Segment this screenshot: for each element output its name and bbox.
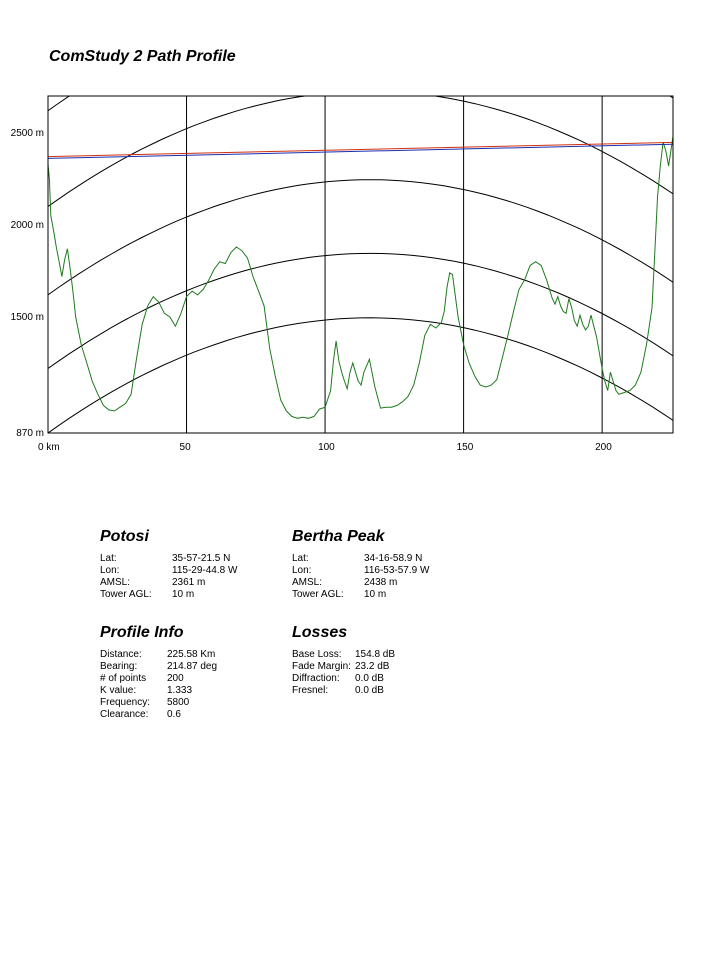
info-value: 0.6 [167, 709, 181, 720]
losses-table: Base Loss: 154.8 dB Fade Margin: 23.2 dB D… [292, 649, 472, 697]
info-label: Bearing: [100, 661, 138, 672]
y-tick-label: 1500 m [11, 312, 44, 323]
site-b-title: Bertha Peak [292, 528, 385, 545]
info-value: 10 m [364, 589, 387, 600]
info-label: # of points [100, 673, 147, 684]
page-title: ComStudy 2 Path Profile [49, 48, 236, 65]
info-value: 116-53-57.9 W [364, 565, 430, 576]
info-label: Distance: [100, 649, 142, 660]
info-label: Diffraction: [292, 673, 340, 684]
info-value: 35-57-21.5 N [172, 553, 231, 564]
info-label: Frequency: [100, 697, 151, 708]
info-label: Fresnel: [292, 685, 329, 696]
grid-lines [186, 96, 603, 433]
info-row: Fresnel: 0.0 dB [292, 685, 472, 697]
info-value: 154.8 dB [355, 649, 396, 660]
earth-curve [48, 96, 673, 112]
info-label: K value: [100, 685, 137, 696]
info-label: Lon: [292, 565, 312, 576]
profile-info-table: Distance: 225.58 Km Bearing: 214.87 deg # … [100, 649, 280, 721]
plot-frame [47, 95, 674, 434]
info-label: Clearance: [100, 709, 149, 720]
y-tick-label: 2000 m [11, 220, 44, 231]
info-label: Lat: [292, 553, 309, 564]
info-row: Tower AGL: 10 m [100, 589, 280, 601]
info-value: 115-29-44.8 W [172, 565, 238, 576]
info-value: 0.0 dB [355, 685, 384, 696]
info-label: AMSL: [100, 577, 131, 588]
info-value: 23.2 dB [355, 661, 390, 672]
terrain-profile-line [48, 136, 673, 419]
earth-curvature-lines [48, 0, 673, 433]
info-value: 5800 [167, 697, 190, 708]
x-tick-label: 0 km [38, 442, 60, 453]
axis-ticks: 0 km 50 100 150 200 870 m 1500 m 2000 m 2500 m [11, 128, 613, 453]
x-tick-label: 100 [318, 442, 335, 453]
info-row: Fade Margin: 23.2 dB [292, 661, 472, 673]
info-row: Tower AGL: 10 m [292, 589, 472, 601]
x-tick-label: 200 [595, 442, 612, 453]
info-label: Lon: [100, 565, 120, 576]
info-value: 10 m [172, 589, 195, 600]
site-a-title: Potosi [100, 528, 149, 545]
info-row: Frequency: 5800 [100, 697, 280, 709]
info-label: Fade Margin: [292, 661, 351, 672]
info-label: Lat: [100, 553, 117, 564]
info-value: 0.0 dB [355, 673, 384, 684]
info-row: K value: 1.333 [100, 685, 280, 697]
info-label: Base Loss: [292, 649, 342, 660]
site-b-info: Lat: 34-16-58.9 N Lon: 116-53-57.9 W AMSL:… [292, 553, 472, 601]
info-label: AMSL: [292, 577, 323, 588]
info-label: Tower AGL: [292, 589, 344, 600]
y-tick-label: 2500 m [11, 128, 44, 139]
profile-series [48, 136, 673, 419]
x-tick-label: 150 [457, 442, 474, 453]
info-row: Lat: 35-57-21.5 N [100, 553, 280, 565]
info-row: Lon: 115-29-44.8 W [100, 565, 280, 577]
earth-curve [48, 96, 673, 207]
line-of-sight-line [48, 141, 673, 158]
info-row: AMSL: 2361 m [100, 577, 280, 589]
line-of-sight-line [48, 143, 673, 159]
site-a-info: Lat: 35-57-21.5 N Lon: 115-29-44.8 W AMSL:… [100, 553, 280, 601]
info-row: Base Loss: 154.8 dB [292, 649, 472, 661]
losses-title: Losses [292, 624, 348, 641]
earth-curve [48, 317, 673, 433]
info-value: 34-16-58.9 N [364, 553, 423, 564]
info-row: Lat: 34-16-58.9 N [292, 553, 472, 565]
info-value: 1.333 [167, 685, 193, 696]
info-value: 214.87 deg [167, 661, 218, 672]
info-row: Distance: 225.58 Km [100, 649, 280, 661]
info-row: AMSL: 2438 m [292, 577, 472, 589]
info-value: 225.58 Km [167, 649, 216, 660]
info-label: Tower AGL: [100, 589, 152, 600]
path-profile-chart: 0 km 50 100 150 200 870 m 1500 m 2000 m 2500 m [11, 0, 674, 453]
info-value: 2361 m [172, 577, 206, 588]
earth-curve [48, 252, 673, 369]
info-row: # of points 200 [100, 673, 280, 685]
earth-curve [48, 0, 673, 9]
info-row: Bearing: 214.87 deg [100, 661, 280, 673]
profile-info-title: Profile Info [100, 624, 184, 641]
info-row: Clearance: 0.6 [100, 709, 280, 721]
info-row: Lon: 116-53-57.9 W [292, 565, 472, 577]
earth-curve [48, 179, 673, 296]
x-tick-label: 50 [180, 442, 192, 453]
info-value: 2438 m [364, 577, 398, 588]
info-value: 200 [167, 673, 184, 684]
info-row: Diffraction: 0.0 dB [292, 673, 472, 685]
y-tick-label: 870 m [16, 428, 44, 439]
